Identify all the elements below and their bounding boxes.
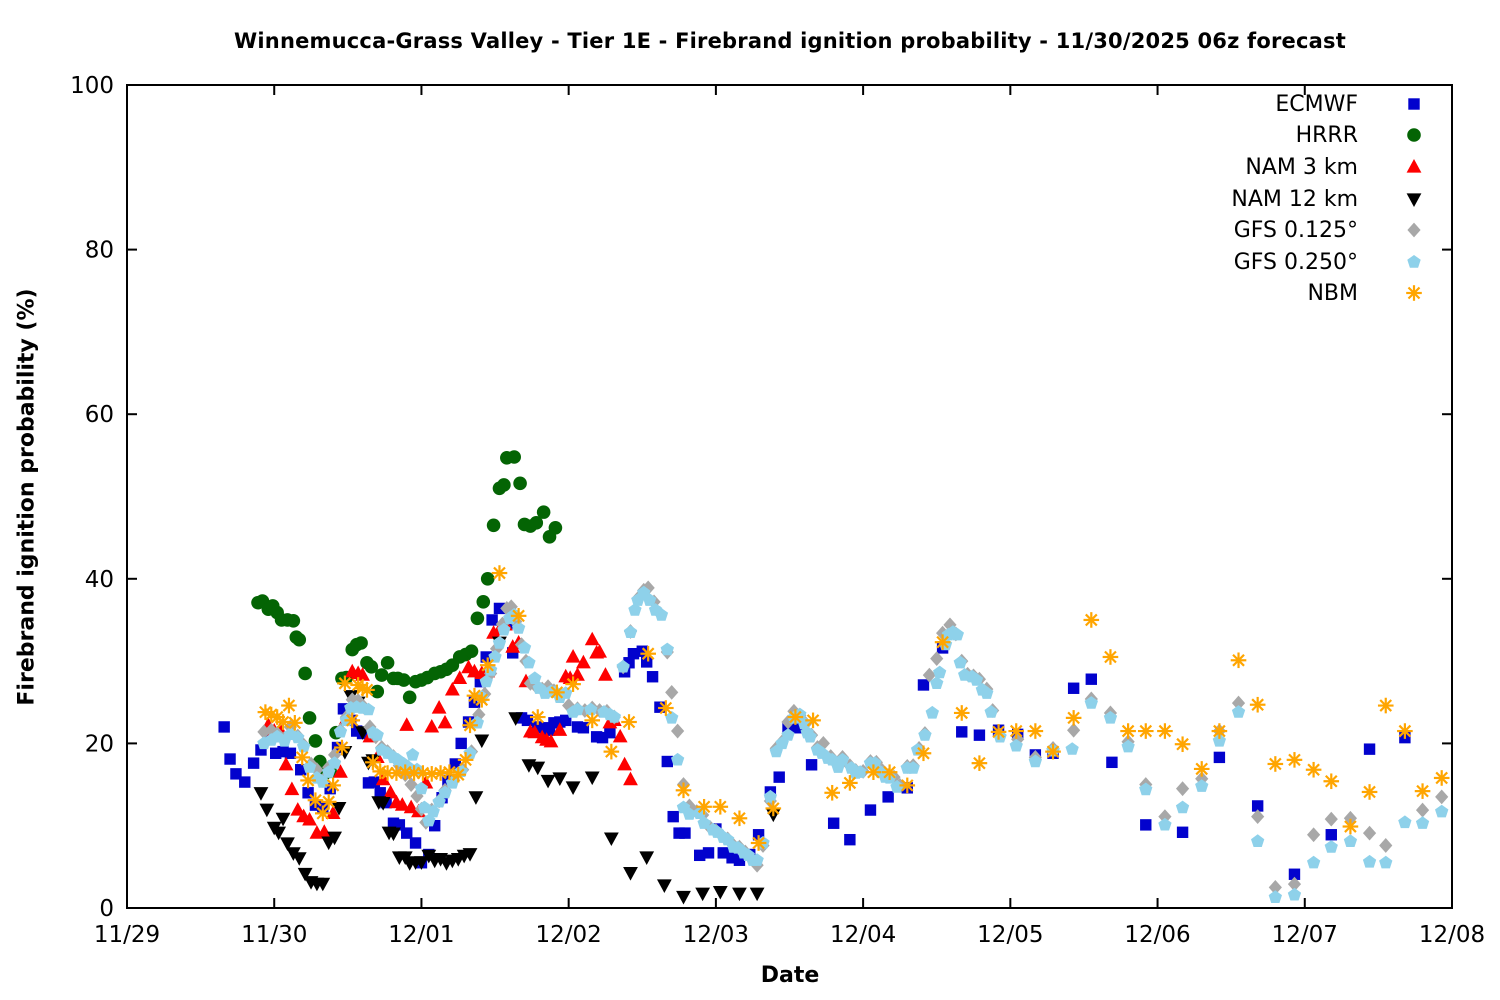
y-tick-label: 20 (85, 731, 114, 757)
x-axis-label: Date (760, 963, 820, 988)
x-tick-label: 12/08 (1419, 922, 1485, 948)
legend-glyph-NAM 12 km (1406, 192, 1422, 207)
legend-marker-ecmwf (1408, 98, 1420, 110)
plot-border (126, 84, 1453, 909)
x-tick-label: 12/01 (388, 922, 454, 948)
y-tick-label: 100 (70, 73, 114, 99)
legend-marker-hrrr (1407, 128, 1421, 143)
x-tick-label: 11/29 (94, 922, 160, 948)
x-tick-label: 12/02 (536, 922, 602, 948)
legend-row-hrrr: HRRR (1231, 121, 1430, 153)
y-axis-ticks: 0 20 40 60 80 100 (70, 73, 1452, 922)
legend: ECMWF HRRR NAM 3 km NAM 12 km GFS 0.125°… (1231, 89, 1430, 310)
x-tick-label: 11/30 (241, 922, 307, 948)
series-NBM (257, 565, 1450, 851)
y-tick-label: 0 (99, 896, 114, 922)
series-NAM 12 km (253, 636, 781, 905)
x-tick-label: 12/06 (1124, 922, 1190, 948)
legend-row-nbm: NBM (1231, 279, 1430, 311)
y-tick-label: 80 (85, 238, 114, 264)
legend-marker-gfs0125 (1407, 222, 1421, 238)
series-GFS 0.125° (257, 580, 1449, 895)
legend-label-ecmwf: ECMWF (1275, 91, 1358, 117)
x-axis-ticks: 11/29 11/30 12/01 12/02 12/03 12/04 12/05 12/06… (94, 85, 1485, 948)
legend-marker-nam12km (1406, 192, 1422, 207)
legend-marker-gfs0250 (1407, 254, 1421, 268)
legend-marker-nam3km (1406, 158, 1422, 173)
legend-label-nbm: NBM (1307, 281, 1358, 307)
legend-row-nam3km: NAM 3 km (1231, 152, 1430, 184)
legend-glyph-GFS 0.125° (1407, 222, 1421, 238)
legend-glyph-ECMWF (1408, 98, 1420, 110)
y-tick-label: 40 (85, 567, 114, 593)
legend-label-nam12km: NAM 12 km (1231, 186, 1358, 212)
legend-label-gfs0250: GFS 0.250° (1233, 249, 1358, 275)
legend-row-ecmwf: ECMWF (1231, 89, 1430, 121)
x-tick-label: 12/04 (830, 922, 896, 948)
legend-glyph-GFS 0.250° (1407, 254, 1421, 268)
x-tick-label: 12/05 (977, 922, 1043, 948)
legend-row-nam12km: NAM 12 km (1231, 184, 1430, 216)
x-tick-label: 12/03 (683, 922, 749, 948)
legend-label-hrrr: HRRR (1295, 123, 1358, 149)
y-tick-label: 60 (85, 402, 114, 428)
x-tick-label: 12/07 (1272, 922, 1338, 948)
legend-glyph-NBM (1406, 285, 1422, 302)
legend-label-nam3km: NAM 3 km (1245, 154, 1358, 180)
legend-label-gfs0125: GFS 0.125° (1233, 218, 1358, 244)
legend-glyph-NAM 3 km (1406, 158, 1422, 173)
legend-row-gfs0250: GFS 0.250° (1231, 247, 1430, 279)
chart-title: Winnemucca-Grass Valley - Tier 1E - Fire… (234, 29, 1346, 53)
legend-row-gfs0125: GFS 0.125° (1231, 215, 1430, 247)
legend-marker-nbm (1406, 285, 1422, 302)
legend-glyph-HRRR (1407, 128, 1421, 143)
